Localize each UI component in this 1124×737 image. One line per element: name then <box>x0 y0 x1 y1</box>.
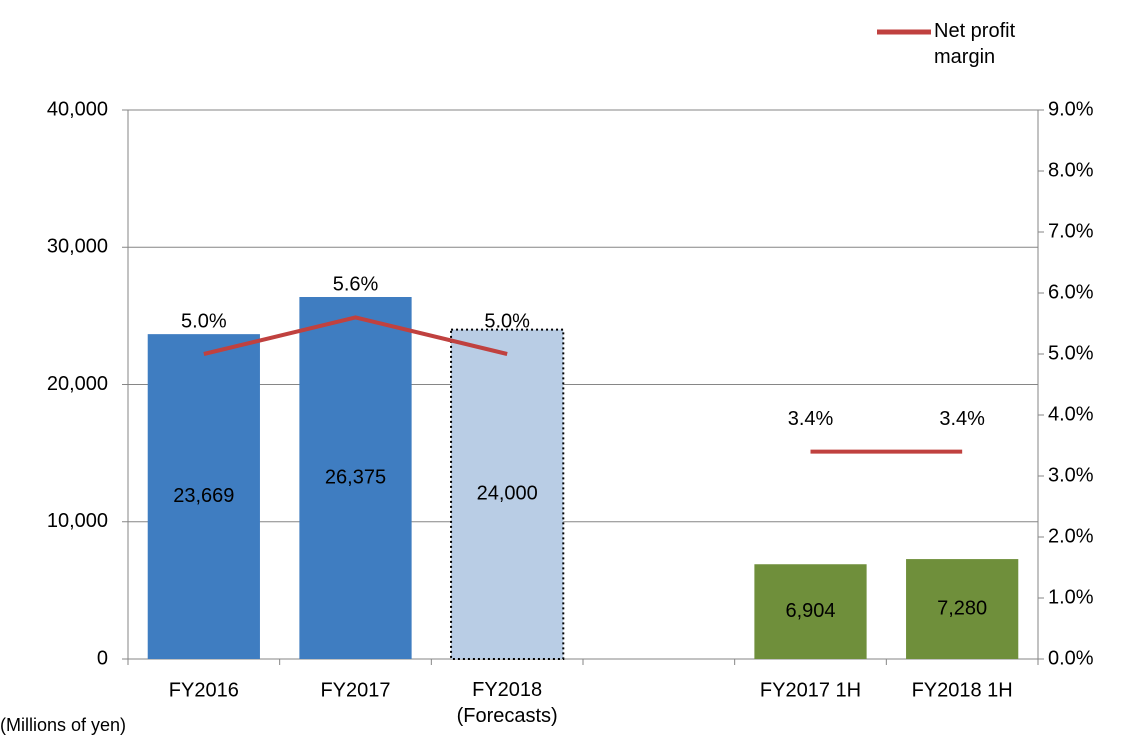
legend-label: Net profit margin <box>934 20 1016 68</box>
y2-tick-label: 7.0% <box>1048 220 1094 242</box>
bar <box>754 564 867 659</box>
y2-tick-label: 2.0% <box>1048 525 1094 547</box>
y2-tick-label: 0.0% <box>1048 647 1094 669</box>
y2-tick-label: 6.0% <box>1048 281 1094 303</box>
bar-value-label: 7,280 <box>937 597 987 619</box>
line-value-label: 5.6% <box>333 274 379 296</box>
y-tick-label: 20,000 <box>47 373 108 395</box>
line <box>203 315 963 454</box>
bar <box>906 559 1019 659</box>
y2-tick-label: 8.0% <box>1048 159 1094 181</box>
bar-value-label: 23,669 <box>173 485 234 507</box>
y2-tick-label: 9.0% <box>1048 98 1094 120</box>
y-tick-label: 40,000 <box>47 98 108 120</box>
line-value-label: 3.4% <box>788 408 834 430</box>
bar-value-label: 24,000 <box>477 483 538 505</box>
x-tick-label: FY2018 (Forecasts) <box>457 679 558 727</box>
y2-tick-label: 5.0% <box>1048 342 1094 364</box>
bar <box>147 334 260 659</box>
x-tick-label: FY2017 <box>320 679 390 701</box>
y-tick-label: 10,000 <box>47 510 108 532</box>
x-tick-label: FY2016 <box>169 679 239 701</box>
y2-tick-label: 4.0% <box>1048 403 1094 425</box>
bar-value-label: 6,904 <box>785 600 835 622</box>
y-tick-label: 0 <box>97 647 108 669</box>
x-tick-label: FY2018 1H <box>912 679 1013 701</box>
line-value-label: 3.4% <box>939 408 985 430</box>
bar <box>299 297 412 659</box>
line-value-label: 5.0% <box>181 310 227 332</box>
y-axis-label: (Millions of yen) <box>0 715 126 735</box>
bar <box>450 328 565 660</box>
x-tick-label: FY2017 1H <box>760 679 861 701</box>
y2-tick-label: 1.0% <box>1048 586 1094 608</box>
line-value-label: 5.0% <box>484 310 530 332</box>
y2-tick-label: 3.0% <box>1048 464 1094 486</box>
bar-value-label: 26,375 <box>325 466 386 488</box>
y-tick-label: 30,000 <box>47 236 108 258</box>
